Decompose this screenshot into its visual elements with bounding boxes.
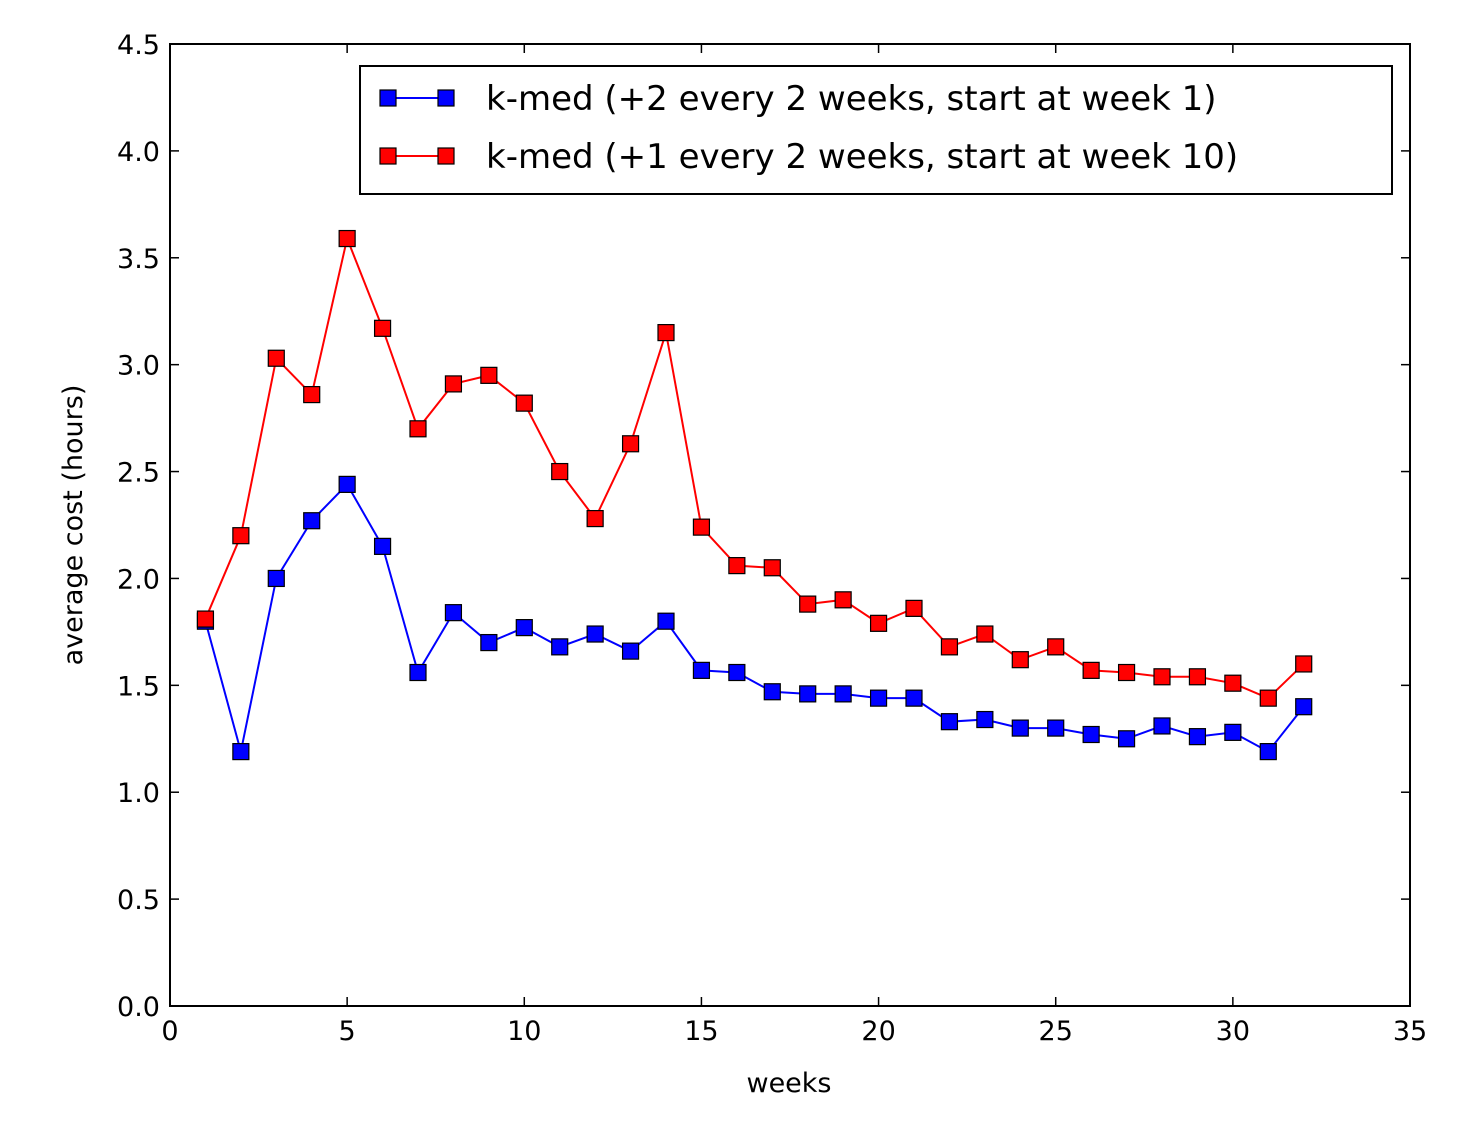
data-point-series-1-week-21	[905, 689, 923, 707]
data-point-series-1-week-7	[409, 663, 427, 682]
legend-label-2: k-med (+1 every 2 weeks, start at week 1…	[486, 137, 1238, 177]
x-tick-label: 15	[684, 1016, 718, 1047]
data-point-series-2-week-2	[232, 527, 250, 545]
x-tick-label: 25	[1039, 1016, 1073, 1047]
legend-box	[359, 65, 1393, 195]
data-point-series-1-week-26	[1082, 725, 1100, 744]
data-point-series-1-week-12	[586, 625, 604, 643]
data-point-series-2-week-15	[692, 518, 711, 536]
data-point-series-2-week-1	[196, 610, 215, 628]
data-point-series-2-week-4	[303, 385, 321, 404]
data-point-series-2-week-27	[1117, 663, 1136, 682]
data-point-series-2-week-3	[267, 349, 285, 367]
data-point-series-1-week-9	[480, 633, 498, 652]
data-point-series-1-week-23	[976, 710, 994, 729]
legend-marker-right-1	[437, 89, 455, 107]
data-point-series-1-week-3	[267, 569, 285, 588]
data-point-series-2-week-24	[1011, 651, 1029, 669]
data-point-series-2-week-21	[905, 599, 923, 617]
data-point-series-2-week-10	[515, 394, 533, 412]
data-point-series-2-week-30	[1224, 674, 1242, 692]
data-point-series-2-week-5	[338, 229, 356, 248]
plot-frame	[169, 43, 1411, 1007]
data-point-series-2-week-20	[869, 614, 888, 632]
data-point-series-1-week-11	[551, 638, 569, 656]
data-point-series-1-week-17	[763, 683, 781, 701]
y-tick-label: 1.0	[117, 778, 160, 809]
data-point-series-1-week-6	[373, 537, 392, 555]
x-tick-label: 30	[1216, 1016, 1250, 1047]
legend-entry-1: k-med (+2 every 2 weeks, start at week 1…	[379, 79, 1217, 119]
data-point-series-2-week-14	[657, 324, 675, 342]
data-point-series-1-week-10	[515, 619, 533, 637]
data-point-series-2-week-13	[621, 435, 640, 453]
x-tick-label: 35	[1393, 1016, 1427, 1047]
data-point-series-1-week-13	[621, 642, 640, 660]
data-point-series-1-week-32	[1295, 698, 1313, 716]
x-tick-label: 10	[507, 1016, 541, 1047]
data-point-series-2-week-8	[444, 375, 463, 393]
data-point-series-2-week-32	[1295, 655, 1313, 673]
data-point-series-1-week-15	[692, 661, 711, 679]
data-point-series-2-week-6	[373, 319, 392, 337]
data-point-series-1-week-24	[1011, 719, 1029, 737]
data-point-series-1-week-5	[338, 475, 356, 493]
data-point-series-1-week-4	[303, 512, 321, 530]
legend-marker-left-1	[379, 89, 397, 107]
y-tick-label: 0.0	[117, 992, 160, 1023]
y-tick-label: 4.5	[117, 30, 160, 61]
legend: k-med (+2 every 2 weeks, start at week 1…	[359, 65, 1393, 195]
x-tick-label: 0	[161, 1016, 178, 1047]
data-point-series-2-week-19	[834, 591, 852, 609]
x-tick-label: 5	[339, 1016, 356, 1047]
axes-layer: 0 5 10 15 20 25 30 35 0.0 0.5 1.0 1.5 2.0 2.5 3.0 3.5 4.…	[117, 30, 1427, 1047]
data-point-series-1-week-8	[444, 604, 463, 622]
y-tick-label: 2.0	[117, 564, 160, 595]
data-point-series-2-week-28	[1153, 668, 1171, 686]
x-tick-label: 20	[861, 1016, 895, 1047]
data-point-series-1-week-14	[657, 612, 675, 630]
y-tick-label: 2.5	[117, 458, 160, 489]
data-point-series-1-week-29	[1188, 728, 1207, 746]
data-point-series-2-week-31	[1259, 689, 1277, 707]
y-tick-label: 0.5	[117, 885, 160, 916]
data-point-series-1-week-27	[1117, 730, 1136, 748]
data-point-series-2-week-18	[799, 595, 817, 613]
legend-label-1: k-med (+2 every 2 weeks, start at week 1…	[486, 79, 1217, 119]
data-point-series-1-week-22	[940, 713, 959, 731]
y-tick-label: 3.0	[117, 351, 160, 382]
data-point-series-1-week-2	[232, 743, 250, 761]
data-point-series-1-week-18	[799, 685, 817, 703]
data-point-series-2-week-11	[551, 462, 569, 481]
data-point-series-2-week-23	[976, 625, 994, 643]
data-point-series-2-week-29	[1188, 668, 1207, 686]
data-point-series-1-week-28	[1153, 717, 1171, 735]
y-tick-label: 1.5	[117, 671, 160, 702]
x-axis-label: weeks	[746, 1068, 831, 1099]
legend-marker-left-2	[379, 147, 397, 165]
data-point-series-2-week-25	[1047, 638, 1065, 656]
data-point-series-1-week-31	[1259, 743, 1277, 761]
y-tick-label: 4.0	[117, 137, 160, 168]
data-point-series-2-week-9	[480, 366, 498, 384]
legend-marker-right-2	[437, 147, 455, 165]
data-point-series-1-week-19	[834, 685, 852, 703]
data-point-series-2-week-17	[763, 559, 781, 577]
data-point-series-2-week-16	[728, 557, 746, 575]
y-axis-label: average cost (hours)	[58, 385, 89, 666]
y-tick-label: 3.5	[117, 244, 160, 275]
series-layer	[196, 229, 1313, 761]
data-point-series-1-week-16	[728, 663, 746, 682]
data-point-series-2-week-7	[409, 420, 427, 438]
data-point-series-2-week-26	[1082, 661, 1100, 679]
data-point-series-2-week-12	[586, 509, 604, 528]
data-point-series-1-week-20	[869, 689, 888, 707]
data-point-series-2-week-22	[940, 638, 959, 656]
data-point-series-1-week-30	[1224, 723, 1242, 741]
series-2	[196, 229, 1313, 707]
legend-entry-2: k-med (+1 every 2 weeks, start at week 1…	[379, 137, 1238, 177]
data-point-series-1-week-25	[1047, 719, 1065, 737]
